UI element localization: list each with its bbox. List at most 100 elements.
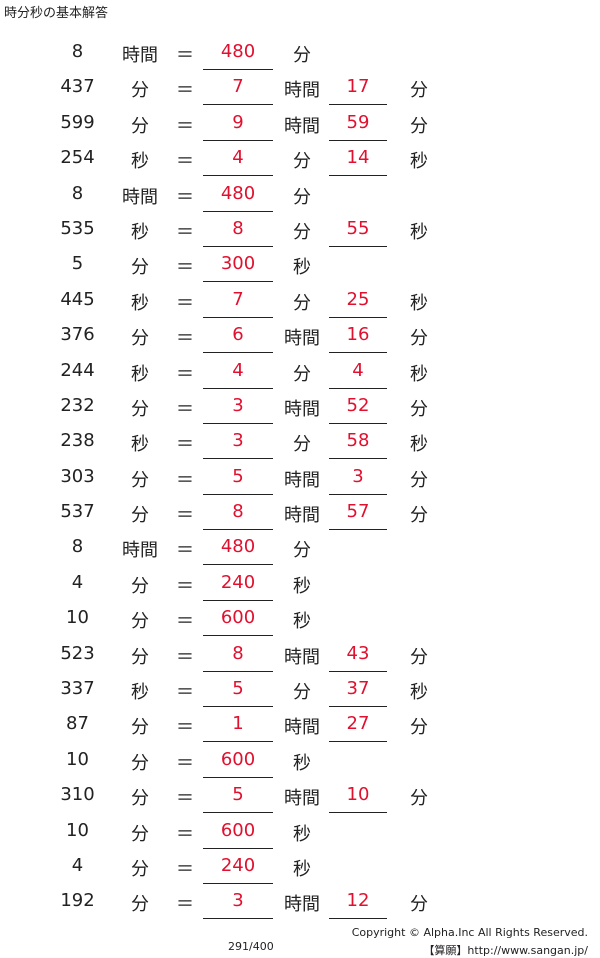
answer-underline-1 (203, 210, 273, 212)
answer-unit-2: 分 (410, 398, 428, 420)
answer-unit-2: 分 (410, 328, 428, 350)
answer-row: 8 時間 ＝ 480 分 (0, 177, 600, 212)
answer-underline-2 (329, 670, 387, 672)
answer-value-1: 9 (232, 111, 244, 133)
equals-sign: ＝ (176, 115, 194, 137)
question-unit: 秒 (131, 682, 149, 704)
equals-sign: ＝ (176, 682, 194, 704)
equals-sign: ＝ (176, 363, 194, 385)
answer-unit-1: 時間 (284, 398, 320, 420)
answer-unit-2: 秒 (410, 151, 428, 173)
answer-row: 523 分 ＝ 8 時間 43 分 (0, 637, 600, 672)
answer-value-2: 43 (346, 642, 370, 664)
answer-row: 376 分 ＝ 6 時間 16 分 (0, 318, 600, 354)
answer-value-2: 14 (346, 147, 370, 169)
question-unit: 分 (131, 823, 149, 845)
answer-underline-2 (329, 175, 387, 177)
equals-sign: ＝ (176, 788, 194, 810)
question-value: 437 (60, 76, 95, 98)
answer-unit-1: 分 (293, 186, 311, 208)
question-unit: 時間 (122, 186, 158, 208)
answer-value-2: 10 (346, 784, 370, 806)
question-unit: 分 (131, 752, 149, 774)
answer-row: 303 分 ＝ 5 時間 3 分 (0, 460, 600, 495)
answer-value-1: 600 (220, 748, 256, 770)
question-unit: 時間 (122, 540, 158, 562)
answer-row: 445 秒 ＝ 7 分 25 秒 (0, 283, 600, 318)
answer-row: 232 分 ＝ 3 時間 52 分 (0, 389, 600, 424)
answer-value-1: 5 (232, 465, 244, 487)
question-value: 537 (60, 501, 95, 523)
equals-sign: ＝ (176, 540, 194, 562)
answer-value-1: 7 (232, 76, 244, 98)
answer-underline-2 (329, 104, 387, 106)
answer-row: 535 秒 ＝ 8 分 55 秒 (0, 212, 600, 247)
answer-value-1: 6 (232, 324, 244, 346)
answer-unit-1: 秒 (293, 257, 311, 279)
answer-unit-2: 秒 (410, 363, 428, 385)
equals-sign: ＝ (176, 257, 194, 279)
answer-value-1: 8 (232, 642, 244, 664)
answer-value-2: 27 (346, 713, 370, 735)
question-unit: 分 (131, 398, 149, 420)
answer-underline-1 (203, 458, 273, 460)
answer-unit-1: 分 (293, 221, 311, 243)
answer-underline-1 (203, 812, 273, 814)
answer-unit-1: 分 (293, 540, 311, 562)
answer-value-1: 4 (232, 359, 244, 381)
equals-sign: ＝ (176, 186, 194, 208)
question-value: 10 (66, 819, 89, 841)
answer-value-2: 25 (346, 288, 370, 310)
answer-underline-1 (203, 139, 273, 141)
equals-sign: ＝ (176, 151, 194, 173)
question-value: 244 (60, 359, 95, 381)
answer-value-2: 58 (346, 430, 370, 452)
question-unit: 分 (131, 717, 149, 739)
question-unit: 分 (131, 257, 149, 279)
equals-sign: ＝ (176, 292, 194, 314)
question-unit: 分 (131, 894, 149, 916)
answer-value-1: 5 (232, 784, 244, 806)
answer-unit-1: 分 (293, 45, 311, 66)
answer-underline-1 (203, 175, 273, 177)
answer-value-2: 52 (346, 394, 370, 416)
equals-sign: ＝ (176, 469, 194, 491)
answer-underline-1 (203, 670, 273, 672)
answer-value-2: 16 (346, 324, 370, 346)
answer-row: 4 分 ＝ 240 秒 (0, 849, 600, 884)
question-unit: 分 (131, 469, 149, 491)
answer-row: 5 分 ＝ 300 秒 (0, 247, 600, 283)
answer-unit-2: 分 (410, 115, 428, 137)
question-unit: 分 (131, 788, 149, 810)
answer-underline-1 (203, 599, 273, 601)
question-unit: 分 (131, 505, 149, 527)
answer-value-1: 600 (220, 819, 256, 841)
equals-sign: ＝ (176, 752, 194, 774)
answer-underline-1 (203, 635, 273, 637)
answer-underline-1 (203, 387, 273, 389)
answer-underline-1 (203, 882, 273, 884)
question-value: 310 (60, 784, 95, 806)
answer-row: 244 秒 ＝ 4 分 4 秒 (0, 354, 600, 389)
question-unit: 分 (131, 611, 149, 633)
answer-row: 192 分 ＝ 3 時間 12 分 (0, 884, 600, 920)
answer-value-1: 300 (220, 253, 256, 275)
answer-unit-1: 分 (293, 682, 311, 704)
answer-value-2: 59 (346, 111, 370, 133)
answer-unit-1: 時間 (284, 646, 320, 668)
equals-sign: ＝ (176, 80, 194, 102)
answer-value-2: 55 (346, 217, 370, 239)
answer-value-1: 480 (220, 41, 256, 62)
question-value: 192 (60, 890, 95, 912)
answer-underline-2 (329, 741, 387, 743)
answer-unit-2: 分 (410, 505, 428, 527)
answer-row: 4 分 ＝ 240 秒 (0, 566, 600, 601)
equals-sign: ＝ (176, 894, 194, 916)
question-unit: 分 (131, 858, 149, 880)
answer-value-2: 12 (346, 890, 370, 912)
answer-row: 337 秒 ＝ 5 分 37 秒 (0, 672, 600, 708)
answer-underline-2 (329, 458, 387, 460)
question-value: 10 (66, 607, 89, 629)
site-url: 【算願】http://www.sangan.jp/ (423, 944, 588, 957)
answer-underline-2 (329, 316, 387, 318)
